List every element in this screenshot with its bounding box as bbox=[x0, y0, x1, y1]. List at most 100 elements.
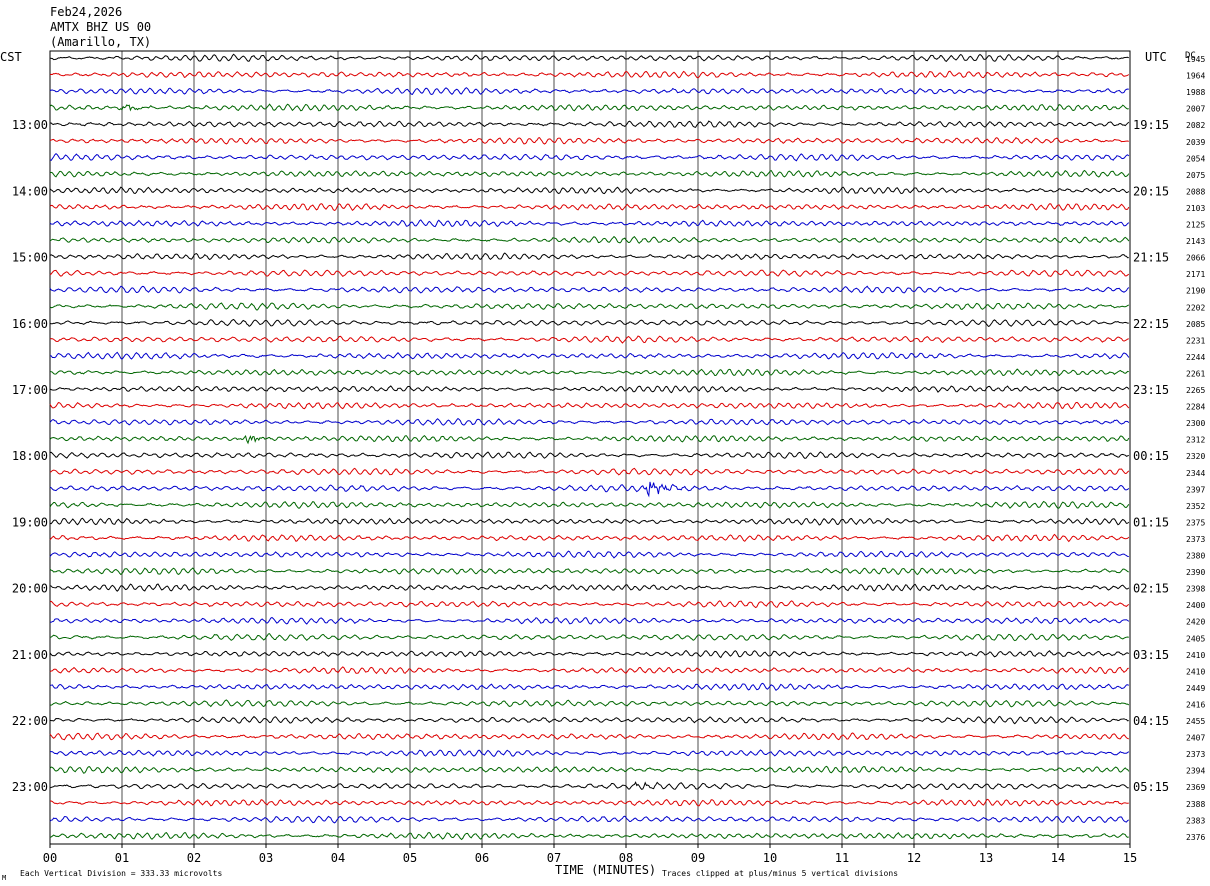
dc-offset-label: 1964 bbox=[1186, 72, 1205, 81]
utc-hour-label: 00:15 bbox=[1133, 449, 1169, 463]
trace-row bbox=[49, 335, 1129, 344]
utc-hour-label: 19:15 bbox=[1133, 118, 1169, 132]
trace-row bbox=[49, 451, 1130, 459]
trace-row bbox=[49, 269, 1130, 278]
trace-row bbox=[49, 600, 1130, 609]
x-tick-label: 06 bbox=[475, 851, 489, 865]
dc-offset-label: 2265 bbox=[1186, 386, 1205, 395]
dc-column-title: DC bbox=[1185, 51, 1196, 61]
trace-row bbox=[49, 616, 1130, 625]
cst-hour-label: 21:00 bbox=[12, 648, 48, 662]
x-tick-label: 13 bbox=[979, 851, 993, 865]
dc-offset-label: 2066 bbox=[1186, 254, 1205, 263]
x-tick-label: 04 bbox=[331, 851, 345, 865]
right-axis-title: UTC bbox=[1145, 50, 1167, 64]
dc-offset-label: 2394 bbox=[1186, 767, 1205, 776]
dc-offset-label: 2261 bbox=[1186, 369, 1205, 378]
cst-hour-label: 20:00 bbox=[12, 582, 48, 596]
x-tick-label: 01 bbox=[115, 851, 129, 865]
dc-offset-label: 2410 bbox=[1186, 651, 1205, 660]
trace-row bbox=[49, 203, 1130, 212]
trace-row bbox=[49, 302, 1129, 311]
dc-offset-label: 2373 bbox=[1186, 750, 1205, 759]
scale-note: Each Vertical Division = 333.33 microvol… bbox=[20, 869, 222, 878]
x-tick-label: 07 bbox=[547, 851, 561, 865]
dc-offset-label: 2380 bbox=[1186, 552, 1205, 561]
trace-row bbox=[49, 567, 1129, 576]
dc-offset-label: 2352 bbox=[1186, 502, 1205, 511]
utc-hour-label: 21:15 bbox=[1133, 251, 1169, 265]
x-tick-label: 02 bbox=[187, 851, 201, 865]
dc-offset-label: 2007 bbox=[1186, 105, 1205, 114]
dc-offset-label: 2075 bbox=[1186, 171, 1205, 180]
clip-note: Traces clipped at plus/minus 5 vertical … bbox=[662, 869, 898, 878]
trace-row bbox=[49, 153, 1130, 162]
seismic-traces bbox=[49, 53, 1130, 841]
trace-row bbox=[49, 481, 1130, 498]
dc-offset-label: 2171 bbox=[1186, 270, 1205, 279]
dc-offset-label: 2244 bbox=[1186, 353, 1205, 362]
dc-offset-label: 2202 bbox=[1186, 303, 1205, 312]
trace-row bbox=[49, 417, 1130, 426]
dc-offset-label: 2455 bbox=[1186, 717, 1205, 726]
dc-offset-label: 2405 bbox=[1186, 634, 1205, 643]
dc-offset-label: 2103 bbox=[1186, 204, 1205, 213]
trace-row bbox=[49, 550, 1129, 559]
x-tick-label: 03 bbox=[259, 851, 273, 865]
dc-offset-label: 2088 bbox=[1186, 187, 1205, 196]
trace-row bbox=[49, 831, 1129, 841]
dc-offset-label: 2400 bbox=[1186, 601, 1205, 610]
trace-row bbox=[49, 699, 1130, 708]
trace-row bbox=[49, 235, 1130, 244]
trace-row bbox=[49, 87, 1129, 96]
utc-hour-label: 23:15 bbox=[1133, 383, 1169, 397]
utc-hour-label: 22:15 bbox=[1133, 317, 1169, 331]
x-tick-label: 11 bbox=[835, 851, 849, 865]
trace-row bbox=[49, 682, 1130, 692]
trace-row bbox=[49, 169, 1130, 178]
plot-frame bbox=[49, 50, 1131, 845]
dc-offset-label: 2312 bbox=[1186, 436, 1205, 445]
trace-row bbox=[49, 517, 1130, 526]
trace-row bbox=[50, 749, 1130, 758]
trace-row bbox=[49, 500, 1130, 510]
dc-offset-label: 2449 bbox=[1186, 684, 1205, 693]
trace-row bbox=[49, 583, 1130, 592]
cst-hour-label: 22:00 bbox=[12, 714, 48, 728]
cst-hour-label: 18:00 bbox=[12, 449, 48, 463]
dc-offset-label: 2407 bbox=[1186, 734, 1205, 743]
trace-row bbox=[49, 533, 1130, 543]
dc-offset-label: 1988 bbox=[1186, 88, 1205, 97]
trace-row bbox=[49, 715, 1129, 725]
dc-offset-label: 2376 bbox=[1186, 833, 1205, 842]
x-axis-title: TIME (MINUTES) bbox=[555, 863, 656, 877]
trace-row bbox=[49, 781, 1129, 790]
station-location: (Amarillo, TX) bbox=[50, 35, 151, 49]
trace-row bbox=[49, 368, 1129, 377]
x-tick-label: 12 bbox=[907, 851, 921, 865]
dc-offset-label: 2388 bbox=[1186, 800, 1205, 809]
dc-offset-label: 2320 bbox=[1186, 452, 1205, 461]
trace-row bbox=[49, 401, 1130, 410]
cst-hour-label: 14:00 bbox=[12, 184, 48, 198]
x-tick-label: 14 bbox=[1051, 851, 1065, 865]
dc-offset-label: 2383 bbox=[1186, 816, 1205, 825]
trace-row bbox=[49, 70, 1130, 79]
trace-row bbox=[49, 351, 1130, 360]
axis-labels: 00 01 02 03 04 05 06 07 08 09 10 11 12 13 14 15 1945 1964… bbox=[12, 55, 1206, 865]
trace-row bbox=[49, 385, 1130, 394]
left-axis-title: CST bbox=[0, 50, 22, 64]
cst-hour-label: 16:00 bbox=[12, 317, 48, 331]
utc-hour-label: 04:15 bbox=[1133, 714, 1169, 728]
trace-row bbox=[49, 285, 1130, 294]
trace-row bbox=[49, 732, 1129, 741]
station-id: AMTX BHZ US 00 bbox=[50, 20, 151, 34]
dc-offset-label: 2143 bbox=[1186, 237, 1205, 246]
dc-offset-label: 2410 bbox=[1186, 667, 1205, 676]
utc-hour-label: 03:15 bbox=[1133, 648, 1169, 662]
utc-hour-label: 20:15 bbox=[1133, 184, 1169, 198]
trace-row bbox=[49, 649, 1130, 659]
trace-row bbox=[49, 53, 1130, 62]
dc-offset-label: 2190 bbox=[1186, 287, 1205, 296]
trace-row bbox=[49, 666, 1129, 675]
